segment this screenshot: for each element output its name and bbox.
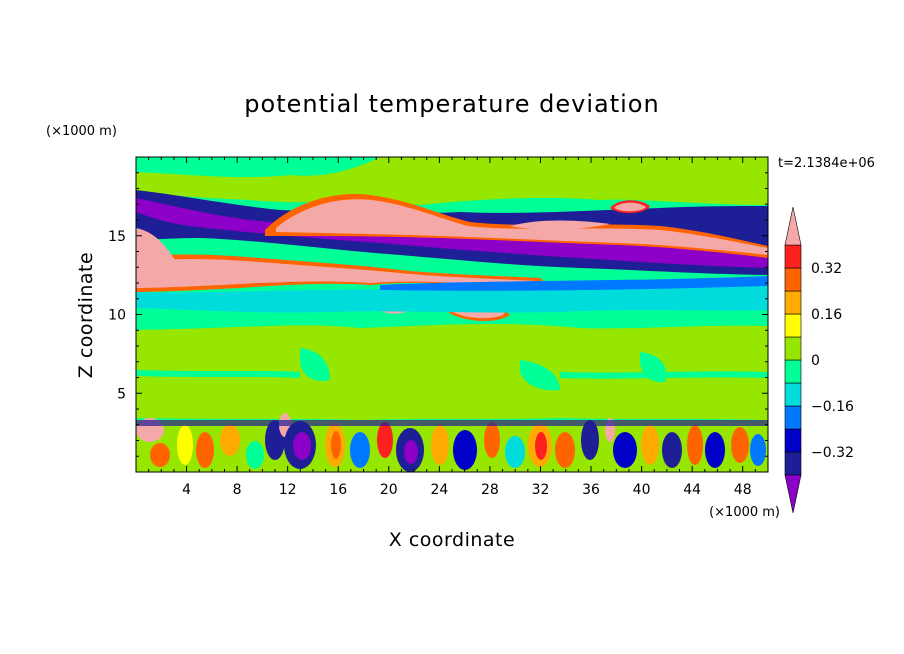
colorbar-segment — [784, 313, 802, 338]
colorbar-top-arrow — [784, 206, 802, 246]
x-tick-label: 16 — [329, 482, 347, 498]
colorbar-segment — [784, 267, 802, 292]
y-tick-label: 10 — [108, 308, 126, 324]
colorbar-tick-label: −0.32 — [811, 445, 854, 461]
x-tick-label: 4 — [182, 482, 191, 498]
colorbar-segment — [784, 382, 802, 407]
x-tick-label: 32 — [532, 482, 550, 498]
x-axis: 4 8 12 16 20 24 28 32 36 40 44 48 — [148, 157, 756, 498]
y-axis-label: Z coordinate — [75, 252, 97, 378]
colorbar-segment — [784, 336, 802, 361]
x-tick-label: 44 — [683, 482, 701, 498]
colorbar-tick-label: 0.16 — [811, 307, 842, 323]
x-tick-label: 36 — [582, 482, 600, 498]
x-tick-label: 28 — [481, 482, 499, 498]
x-tick-label: 24 — [430, 482, 448, 498]
colorbar-tick-label: −0.16 — [811, 399, 854, 415]
x-tick-label: 12 — [279, 482, 297, 498]
chart-title: potential temperature deviation — [244, 90, 659, 118]
colorbar-segment — [784, 244, 802, 269]
x-tick-label: 48 — [734, 482, 752, 498]
timestamp-label: t=2.1384e+06 — [778, 156, 875, 171]
y-unit-label: (×1000 m) — [46, 124, 117, 139]
turbulent-cells — [136, 413, 768, 472]
colorbar: 0.32 0.16 0 −0.16 −0.32 — [784, 206, 854, 514]
colorbar-segment — [784, 451, 802, 476]
x-axis-label: X coordinate — [389, 529, 515, 551]
contour-field — [136, 157, 768, 472]
y-tick-label: 15 — [108, 229, 126, 245]
x-unit-label: (×1000 m) — [709, 505, 780, 520]
x-tick-label: 20 — [380, 482, 398, 498]
x-tick-label: 40 — [633, 482, 651, 498]
colorbar-tick-label: 0 — [811, 353, 820, 369]
colorbar-tick-label: 0.32 — [811, 261, 842, 277]
colorbar-segment — [784, 428, 802, 453]
y-tick-label: 5 — [117, 386, 126, 402]
colorbar-segment — [784, 290, 802, 315]
colorbar-segment — [784, 359, 802, 384]
x-tick-label: 8 — [233, 482, 242, 498]
y-axis: 5 10 15 — [108, 172, 768, 457]
colorbar-bottom-arrow — [784, 474, 802, 514]
colorbar-segment — [784, 405, 802, 430]
